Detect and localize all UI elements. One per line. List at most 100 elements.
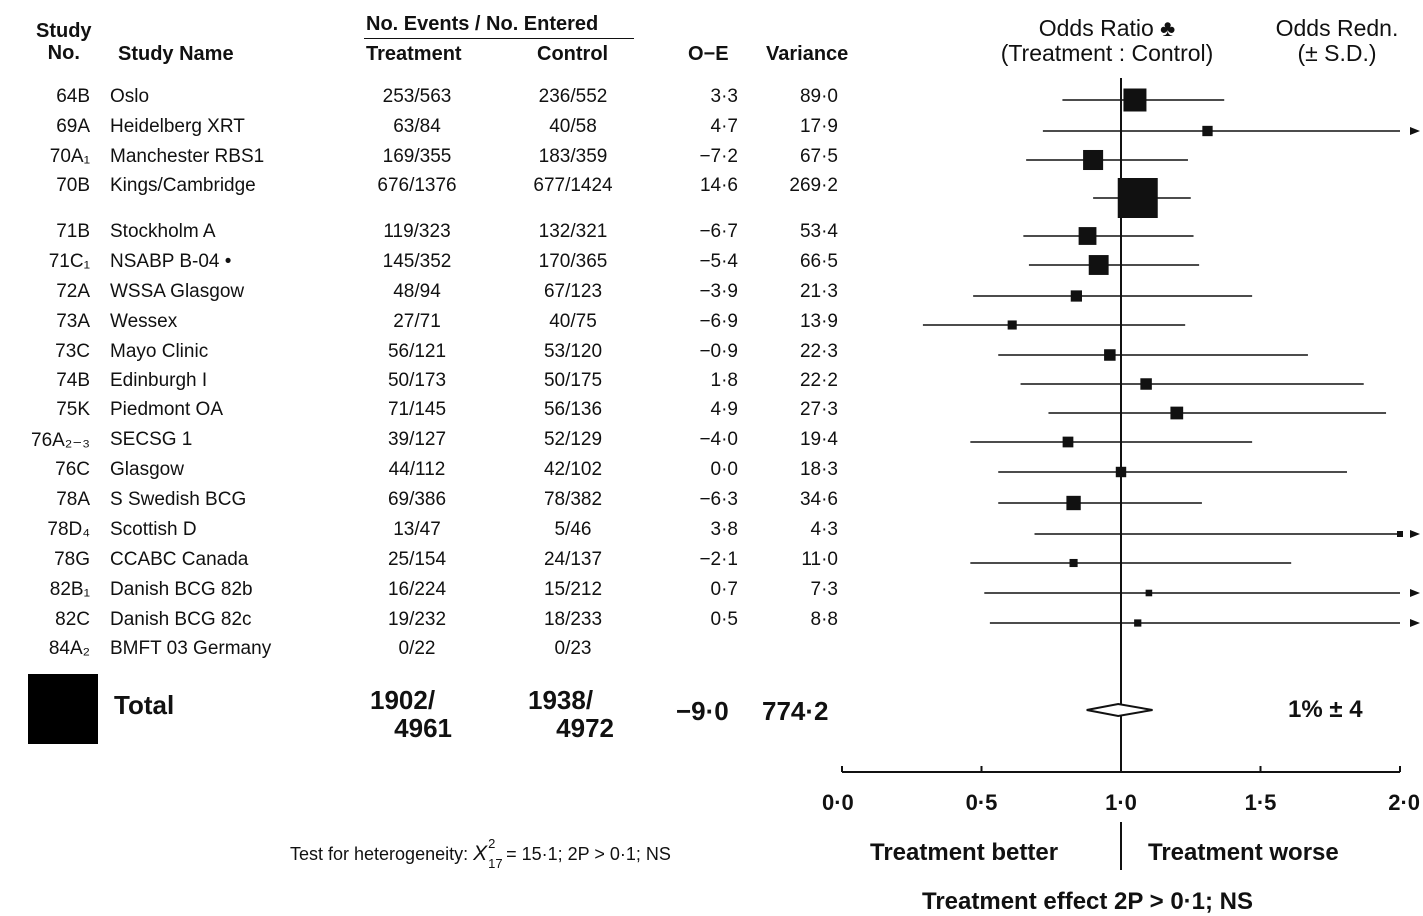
study-no: 71B [56,221,90,242]
oe-value: −6·9 [699,311,738,332]
study-no-header: Study No. [36,20,92,64]
odds-redn-header-line1: Odds Redn. [1275,15,1399,41]
study-no: 82B₁ [49,579,90,600]
total-control-line1: 1938/ [528,685,594,715]
variance-value: 11·0 [801,549,838,570]
control-events: 56/136 [543,399,603,420]
study-no: 71C₁ [48,251,90,272]
ci-arrow [1410,619,1420,627]
oe-value: 0·0 [710,459,738,480]
oe-value: 3·3 [710,86,738,107]
study-no: 78A [56,489,90,510]
x-axis-tick-label: 2·0 [1388,790,1420,815]
variance-value: 89·0 [799,86,838,107]
study-name: Mayo Clinic [110,341,209,362]
study-name: SECSG 1 [110,429,193,450]
study-name: BMFT 03 Germany [110,638,272,659]
oe-value: −6·7 [699,221,738,242]
total-treatment-line1: 1902/ [370,685,436,715]
study-name: Glasgow [110,459,184,480]
study-no: 78D₄ [47,519,90,540]
control-events: 677/1424 [533,175,613,196]
treatment-events: 50/173 [387,370,447,391]
study-name: Stockholm A [110,221,216,242]
events-header-rule [364,38,634,39]
odds-redn-header: Odds Redn. (± S.D.) [1256,16,1418,66]
study-name: Scottish D [110,519,197,540]
treatment-events: 48/94 [393,281,441,302]
study-name: CCABC Canada [110,549,249,570]
variance-value: 66·5 [799,251,838,272]
study-no: 84A₂ [48,638,90,659]
events-group-header: No. Events / No. Entered [366,13,599,35]
oe-value: 3·8 [710,519,738,540]
control-events: 40/58 [549,116,597,137]
variance-value: 18·3 [799,459,838,480]
study-box [1397,531,1403,537]
odds-redn-header-line2: (± S.D.) [1297,40,1377,66]
study-no: 73C [55,341,90,362]
control-events: 78/382 [543,489,603,510]
variance-value: 8·8 [810,609,838,630]
study-no: 82C [55,609,90,630]
study-box [1070,290,1082,302]
study-name: S Swedish BCG [110,489,247,510]
study-box [1170,406,1184,420]
treatment-events: 71/145 [387,399,447,420]
study-no: 70A₁ [49,146,90,167]
variance-value: 4·3 [810,519,838,540]
treatment-header: Treatment [366,43,462,65]
variance-header: Variance [766,43,849,65]
variance-value: 17·9 [799,116,838,137]
study-box [1062,436,1074,448]
study-no: 70B [56,175,90,196]
study-box [1007,320,1017,330]
total-treatment-line2: 4961 [394,713,452,743]
treatment-worse-label: Treatment worse [1148,839,1339,866]
oe-value: 1·8 [710,370,738,391]
study-name: Manchester RBS1 [110,146,265,167]
treatment-events: 25/154 [387,549,447,570]
control-events: 42/102 [543,459,603,480]
oe-value: −6·3 [699,489,738,510]
study-name: Danish BCG 82c [110,609,252,630]
total-label: Total [114,690,175,720]
variance-value: 22·3 [799,341,838,362]
treatment-events: 27/71 [393,311,441,332]
treatment-events: 56/121 [387,341,447,362]
study-box [1140,378,1152,390]
control-events: 53/120 [543,341,603,362]
oe-value: 14·6 [699,175,738,196]
study-no: 75K [56,399,90,420]
study-box [1145,589,1153,597]
x-axis-tick-label: 0·5 [966,790,998,815]
study-box [1104,349,1116,361]
control-events: 67/123 [543,281,603,302]
control-events: 40/75 [549,311,597,332]
control-events: 15/212 [543,579,603,600]
variance-value: 53·4 [799,221,838,242]
x-axis-tick-label: 1·0 [1105,790,1137,815]
total-box-marker [28,674,98,744]
variance-value: 19·4 [799,429,838,450]
ci-arrow [1410,530,1420,538]
x-axis-tick-label: 0·0 [822,790,854,815]
control-events: 236/552 [538,86,608,107]
heterogeneity-rest: = 15·1; 2P > 0·1; NS [501,844,671,864]
total-control-line2: 4972 [556,713,614,743]
total-treatment: 1902/ 4961 [370,686,452,742]
study-box [1202,125,1213,137]
study-no-header-line2: No. [47,42,80,64]
control-events: 5/46 [554,519,592,540]
treatment-events: 145/352 [382,251,452,272]
study-name: Oslo [110,86,150,107]
control-events: 132/321 [538,221,608,242]
heterogeneity-prefix: Test for heterogeneity: [290,844,474,864]
study-box [1088,255,1109,275]
control-events: 0/23 [554,638,592,659]
oe-value: 0·5 [710,609,738,630]
odds-ratio-header: Odds Ratio ♣ (Treatment : Control) [968,16,1246,66]
total-diamond [1086,702,1153,718]
control-events: 52/129 [543,429,603,450]
